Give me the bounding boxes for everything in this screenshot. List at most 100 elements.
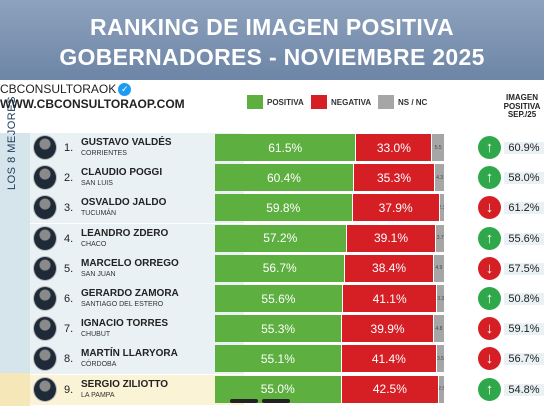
table-row: 6. GERARDO ZAMORA SANTIAGO DEL ESTERO 55.6%…: [30, 284, 544, 314]
legend-ns-nc: NS / NC: [378, 95, 427, 109]
governor-province: TUCUMÁN: [81, 210, 116, 218]
governor-province: LA PAMPA: [81, 391, 115, 399]
governor-avatar: [33, 135, 57, 160]
rank-number: 7.: [64, 323, 74, 336]
table-row: 7. IGNACIO TORRES CHUBUT 55.3% 39.9% 4.8 ↓ 59.1…: [30, 314, 544, 345]
arrow-down-icon: ↓: [478, 347, 501, 371]
title-line-1: RANKING DE IMAGEN POSITIVA: [90, 14, 454, 40]
bar-negative: 38.4%: [345, 254, 433, 282]
bar-positive: 55.0%: [215, 375, 341, 403]
row-name-cell: [30, 314, 244, 345]
governor-province: SAN LUIS: [81, 180, 113, 188]
bar-positive: 61.5%: [215, 134, 356, 161]
previous-positive-value: 59.1%: [504, 323, 544, 336]
governor-name: MARCELO ORREGO: [81, 257, 179, 269]
table-row: 3. OSVALDO JALDO TUCUMÁN 59.8% 37.9% 2.3 ↓ 61.2…: [30, 193, 544, 224]
legend-positive-label: POSITIVA: [267, 97, 304, 107]
previous-positive-value: 50.8%: [504, 293, 544, 305]
governor-province: CHACO: [81, 240, 107, 248]
governor-name: SERGIO ZILIOTTO: [81, 378, 169, 390]
bar-positive: 59.8%: [215, 194, 352, 222]
bar-positive: 56.7%: [215, 254, 345, 282]
bar-negative: 42.5%: [341, 375, 439, 403]
bar-ns-nc: 4.3: [435, 164, 444, 192]
governor-name: OSVALDO JALDO: [81, 197, 167, 209]
brand-website: WWW.CBCONSULTORAOP.COM: [0, 97, 185, 111]
arrow-down-icon: ↓: [478, 317, 501, 341]
rank-number: 3.: [64, 202, 74, 215]
governor-province: CORRIENTES: [81, 150, 127, 157]
governor-name: GERARDO ZAMORA: [81, 288, 179, 299]
row-name-cell: [30, 253, 244, 284]
row-name-cell: [30, 163, 244, 194]
bar-positive: 55.3%: [215, 315, 342, 343]
governor-province: CÓRDOBA: [81, 361, 117, 369]
bar-negative: 41.4%: [341, 345, 436, 373]
rank-number: 1.: [64, 142, 74, 154]
row-name-cell: [30, 374, 244, 405]
governor-avatar: [33, 255, 57, 281]
previous-positive-value: 57.5%: [504, 262, 544, 275]
governor-name: LEANDRO ZDERO: [81, 227, 169, 239]
brand-handle: CBCONSULTORAOK ✓: [0, 82, 185, 96]
arrow-up-icon: ↑: [478, 136, 501, 159]
arrow-up-icon: ↑: [478, 287, 501, 310]
row-name-cell: [30, 344, 244, 375]
bar-ns-nc: 4.9: [433, 254, 444, 282]
title-banner: RANKING DE IMAGEN POSITIVA GOBERNADORES …: [0, 0, 544, 80]
row-name-cell: [30, 223, 244, 254]
bar-ns-nc: 2.5: [439, 375, 444, 403]
legend-negative: NEGATIVA: [311, 95, 371, 109]
governor-avatar: [33, 165, 57, 191]
carousel-dot: [230, 399, 258, 403]
rank-number: 6.: [64, 293, 74, 305]
table-row: 5. MARCELO ORREGO SAN JUAN 56.7% 38.4% 4.9 ↓ 57…: [30, 253, 544, 284]
rank-number: 5.: [64, 262, 74, 275]
bar-positive: 57.2%: [215, 224, 346, 252]
governor-avatar: [33, 376, 57, 402]
bar-ns-nc: 2.3: [439, 194, 444, 222]
bar-positive: 55.6%: [215, 285, 342, 312]
rank-number: 8.: [64, 353, 74, 366]
rank-number: 9.: [64, 383, 74, 396]
previous-image-header: IMAGEN POSITIVA SEP./25: [503, 93, 541, 119]
bar-negative: 35.3%: [353, 164, 435, 192]
governor-avatar: [33, 286, 57, 311]
arrow-up-icon: ↑: [478, 226, 501, 250]
previous-positive-value: 56.7%: [504, 353, 544, 366]
table-row: 9. SERGIO ZILIOTTO LA PAMPA 55.0% 42.5% 2.5 ↑ 5…: [30, 374, 544, 405]
arrow-up-icon: ↑: [478, 377, 501, 401]
brand-handle-text: CBCONSULTORAOK: [0, 82, 117, 96]
legend-ns-nc-label: NS / NC: [398, 97, 428, 107]
governor-avatar: [33, 316, 57, 342]
governor-name: IGNACIO TORRES: [81, 318, 169, 330]
governor-name: CLAUDIO POGGI: [81, 167, 163, 179]
legend-negative-label: NEGATIVA: [331, 97, 372, 107]
bar-negative: 37.9%: [352, 194, 439, 222]
legend-negative-swatch: [311, 95, 327, 109]
previous-positive-value: 61.2%: [504, 202, 544, 215]
other-side-band: [0, 373, 30, 406]
bar-ns-nc: 5.5: [432, 134, 444, 161]
bar-negative: 41.1%: [342, 285, 437, 312]
table-row: 1. GUSTAVO VALDÉS CORRIENTES 61.5% 33.0% 5.5 ↑…: [30, 133, 544, 163]
governor-name: GUSTAVO VALDÉS: [81, 137, 172, 148]
bar-ns-nc: 4.8: [433, 315, 444, 343]
bar-negative: 33.0%: [356, 134, 432, 161]
governor-avatar: [33, 225, 57, 251]
carousel-dot: [262, 399, 290, 403]
rank-number: 4.: [64, 232, 74, 245]
previous-positive-value: 54.8%: [504, 383, 544, 396]
previous-positive-value: 55.6%: [504, 232, 544, 245]
governor-name: MARTÍN LLARYORA: [81, 348, 178, 360]
bar-negative: 39.9%: [342, 315, 433, 343]
previous-positive-value: 58.0%: [504, 172, 544, 185]
arrow-down-icon: ↓: [478, 196, 501, 220]
brand-block: CBCONSULTORAOK ✓ WWW.CBCONSULTORAOP.COM: [0, 82, 185, 111]
verified-badge-icon: ✓: [118, 82, 132, 96]
arrow-down-icon: ↓: [478, 256, 501, 280]
governor-avatar: [33, 346, 57, 372]
bar-positive: 55.1%: [215, 345, 341, 373]
table-row: 2. CLAUDIO POGGI SAN LUIS 60.4% 35.3% 4.3 ↑ 58.…: [30, 163, 544, 194]
arrow-up-icon: ↑: [478, 166, 501, 190]
